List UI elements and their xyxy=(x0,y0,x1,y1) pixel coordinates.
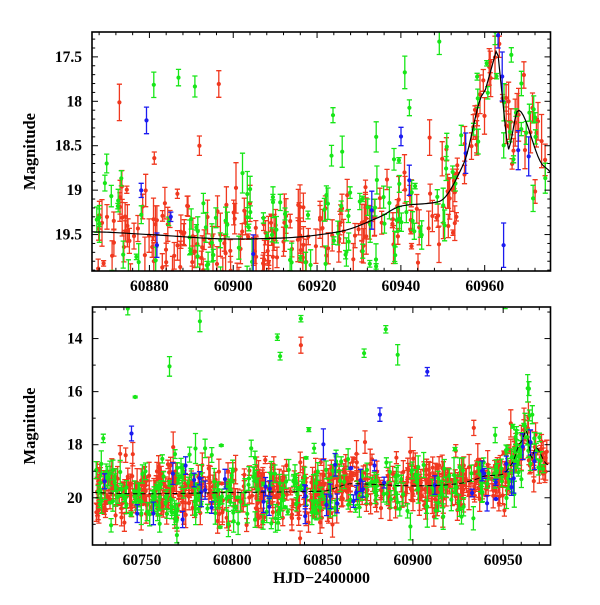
svg-text:19.5: 19.5 xyxy=(55,227,82,244)
svg-text:60800: 60800 xyxy=(213,552,252,569)
svg-text:Magnitude: Magnitude xyxy=(20,387,39,464)
svg-text:60900: 60900 xyxy=(394,552,433,569)
svg-text:16: 16 xyxy=(67,384,83,401)
svg-text:60850: 60850 xyxy=(303,552,342,569)
svg-text:60950: 60950 xyxy=(484,552,523,569)
svg-text:18: 18 xyxy=(67,437,83,454)
svg-text:60900: 60900 xyxy=(214,278,253,295)
svg-text:17.5: 17.5 xyxy=(55,49,82,66)
svg-text:Magnitude: Magnitude xyxy=(20,113,39,190)
svg-text:14: 14 xyxy=(67,331,83,348)
svg-text:18: 18 xyxy=(67,93,83,110)
svg-text:18.5: 18.5 xyxy=(55,138,82,155)
svg-text:20: 20 xyxy=(67,490,83,507)
svg-text:60880: 60880 xyxy=(130,278,169,295)
svg-text:HJD−2400000: HJD−2400000 xyxy=(273,570,370,587)
svg-text:60750: 60750 xyxy=(123,552,162,569)
svg-text:60940: 60940 xyxy=(382,278,421,295)
svg-text:60920: 60920 xyxy=(298,278,337,295)
svg-text:19: 19 xyxy=(67,182,83,199)
svg-text:60960: 60960 xyxy=(465,278,504,295)
